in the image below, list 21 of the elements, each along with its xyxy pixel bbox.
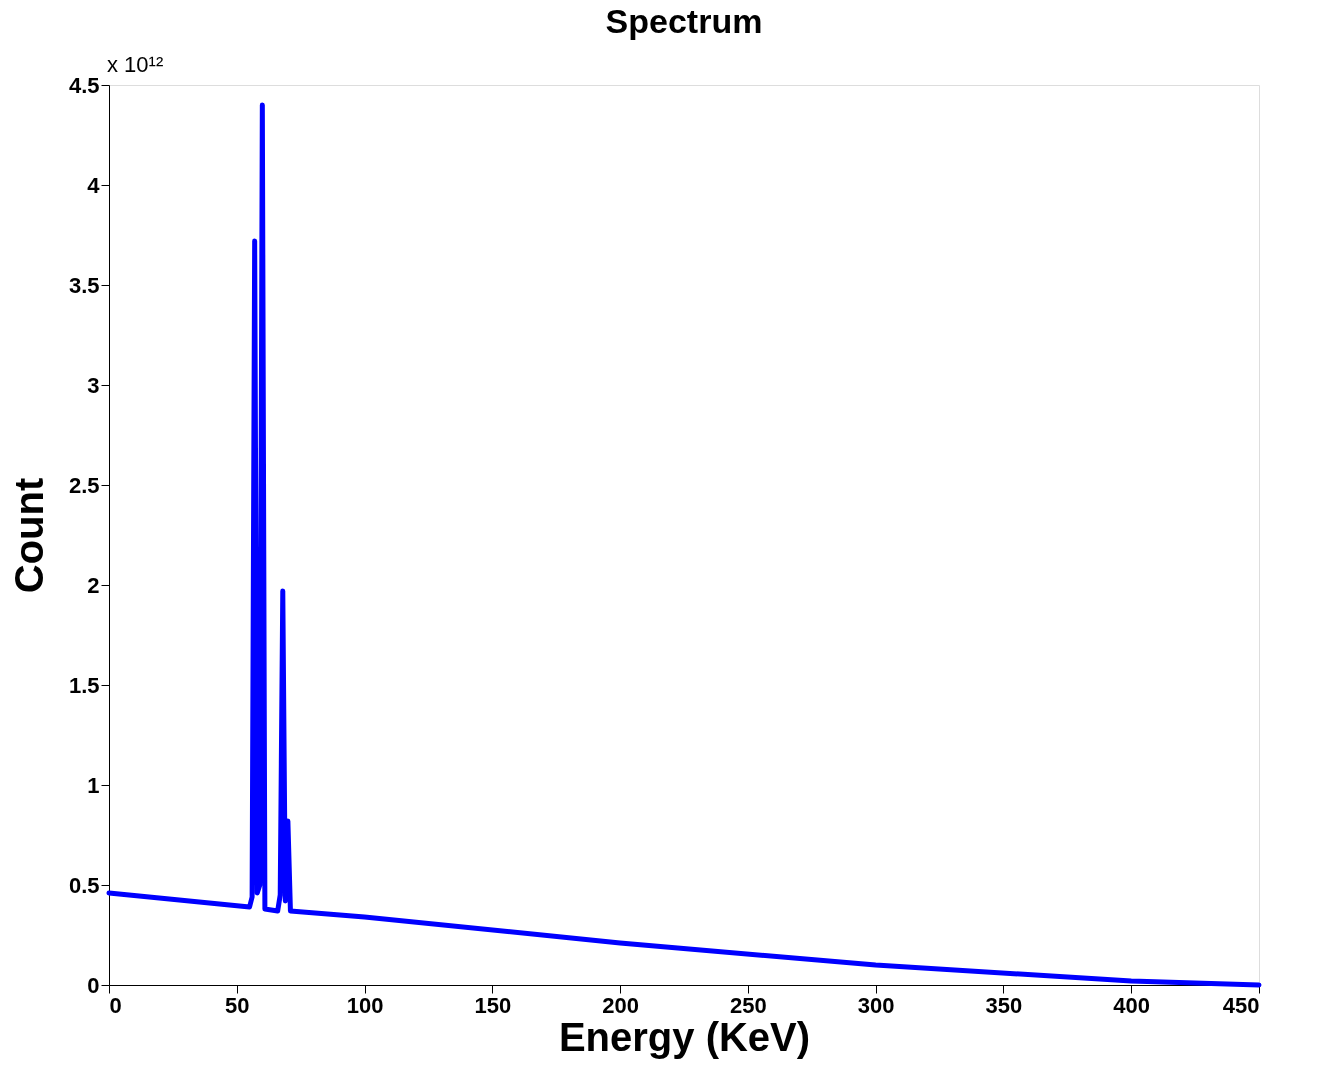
y-tick-label: 4 (87, 172, 101, 198)
x-tick-label: 0 (109, 992, 122, 1018)
y-tick-label: 0.5 (68, 872, 100, 898)
x-tick-label: 300 (857, 992, 895, 1018)
y-axis-title: Count (6, 477, 51, 594)
x-tick-label: 350 (985, 992, 1023, 1018)
x-tick-label: 50 (225, 992, 250, 1018)
y-tick-label: 1 (87, 772, 100, 798)
y-tick-label: 2 (87, 572, 100, 598)
x-tick-label: 450 (1222, 992, 1260, 1018)
y-tick-label: 4.5 (68, 72, 100, 98)
chart-title: Spectrum (605, 2, 763, 40)
y-tick-label: 3.5 (68, 272, 100, 298)
x-tick-label: 100 (346, 992, 384, 1018)
y-tick-label: 0 (87, 972, 100, 998)
y-tick-label: 1.5 (68, 672, 100, 698)
text: x 10¹² (107, 52, 164, 77)
y-tick-label: 2.5 (68, 472, 100, 498)
x-tick-label: 150 (474, 992, 512, 1018)
y-tick-label: 3 (87, 372, 100, 398)
x-tick-label: 400 (1113, 992, 1151, 1018)
